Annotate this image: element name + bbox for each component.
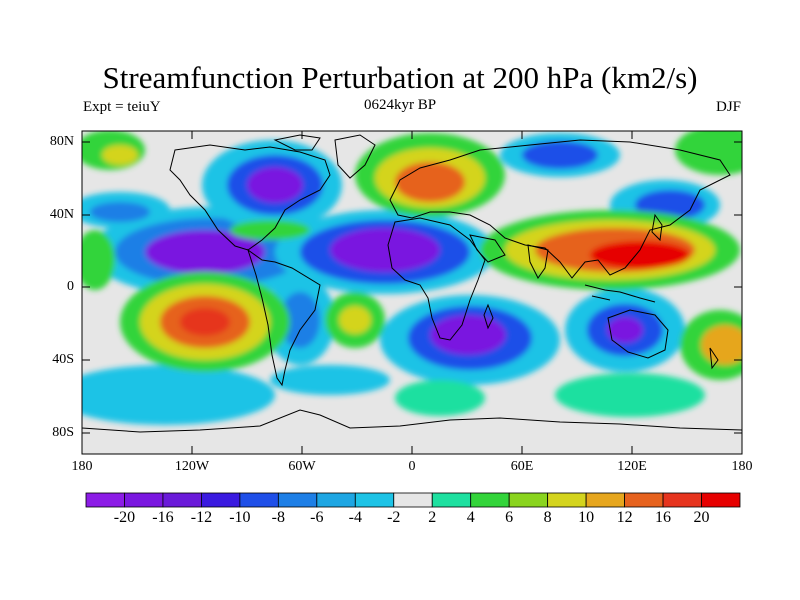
colorbar-box	[662, 492, 702, 508]
experiment-label: Expt = teiuY	[83, 99, 161, 115]
colorbar-box	[547, 492, 587, 508]
colorbar-box	[316, 492, 356, 508]
colorbar-label: 2	[428, 509, 437, 526]
x-tick-label: 120W	[174, 459, 210, 474]
colorbar-box	[85, 492, 125, 508]
x-tick-label: 60E	[510, 459, 534, 474]
colorbar-label: -20	[113, 509, 136, 526]
colorbar-box	[470, 492, 510, 508]
colorbar-box	[277, 492, 318, 508]
x-tick-label: 0	[408, 459, 416, 474]
colorbar-box	[201, 492, 241, 508]
map-title: Streamfunction Perturbation at 200 hPa (…	[102, 60, 698, 95]
colorbar-box	[239, 492, 279, 508]
colorbar-label: 10	[578, 509, 595, 526]
colorbar-label: 16	[655, 509, 672, 526]
y-tick-label: 40N	[49, 207, 74, 222]
x-tick-label: 60W	[288, 459, 316, 474]
colorbar-box	[162, 492, 202, 508]
colorbar-label: -2	[387, 509, 401, 526]
y-tick-label: 0	[67, 279, 74, 294]
x-tick-label: 120E	[617, 459, 647, 474]
colorbar-box	[124, 492, 164, 508]
y-tick-label: 80S	[52, 425, 74, 440]
colorbar	[85, 492, 741, 508]
colorbar-box	[585, 492, 625, 508]
time-label: 0624kyr BP	[363, 97, 437, 113]
colorbar-label: 12	[616, 509, 633, 526]
colorbar-box	[431, 492, 472, 508]
y-tick-label: 40S	[52, 352, 74, 367]
coastlines	[82, 134, 742, 433]
field-contours	[82, 131, 742, 454]
colorbar-label: -12	[190, 509, 213, 526]
colorbar-label: 6	[505, 509, 514, 526]
axis-ticks	[81, 131, 743, 454]
colorbar-box	[354, 492, 395, 508]
x-tick-label: 180	[71, 459, 93, 474]
colorbar-box	[393, 492, 433, 508]
colorbar-box	[624, 492, 664, 508]
colorbar-label: -16	[152, 509, 174, 526]
y-tick-label: 80N	[49, 134, 74, 149]
season-label: DJF	[715, 99, 741, 115]
colorbar-label: -6	[310, 509, 324, 526]
colorbar-label: -8	[271, 509, 285, 526]
colorbar-box	[701, 492, 741, 508]
colorbar-label: -4	[348, 509, 362, 526]
colorbar-label: 8	[543, 509, 552, 526]
colorbar-label: 4	[466, 509, 475, 526]
x-tick-label: 180	[731, 459, 753, 474]
colorbar-label: 20	[693, 509, 710, 526]
colorbar-label: -10	[229, 509, 251, 526]
colorbar-box	[508, 492, 549, 508]
